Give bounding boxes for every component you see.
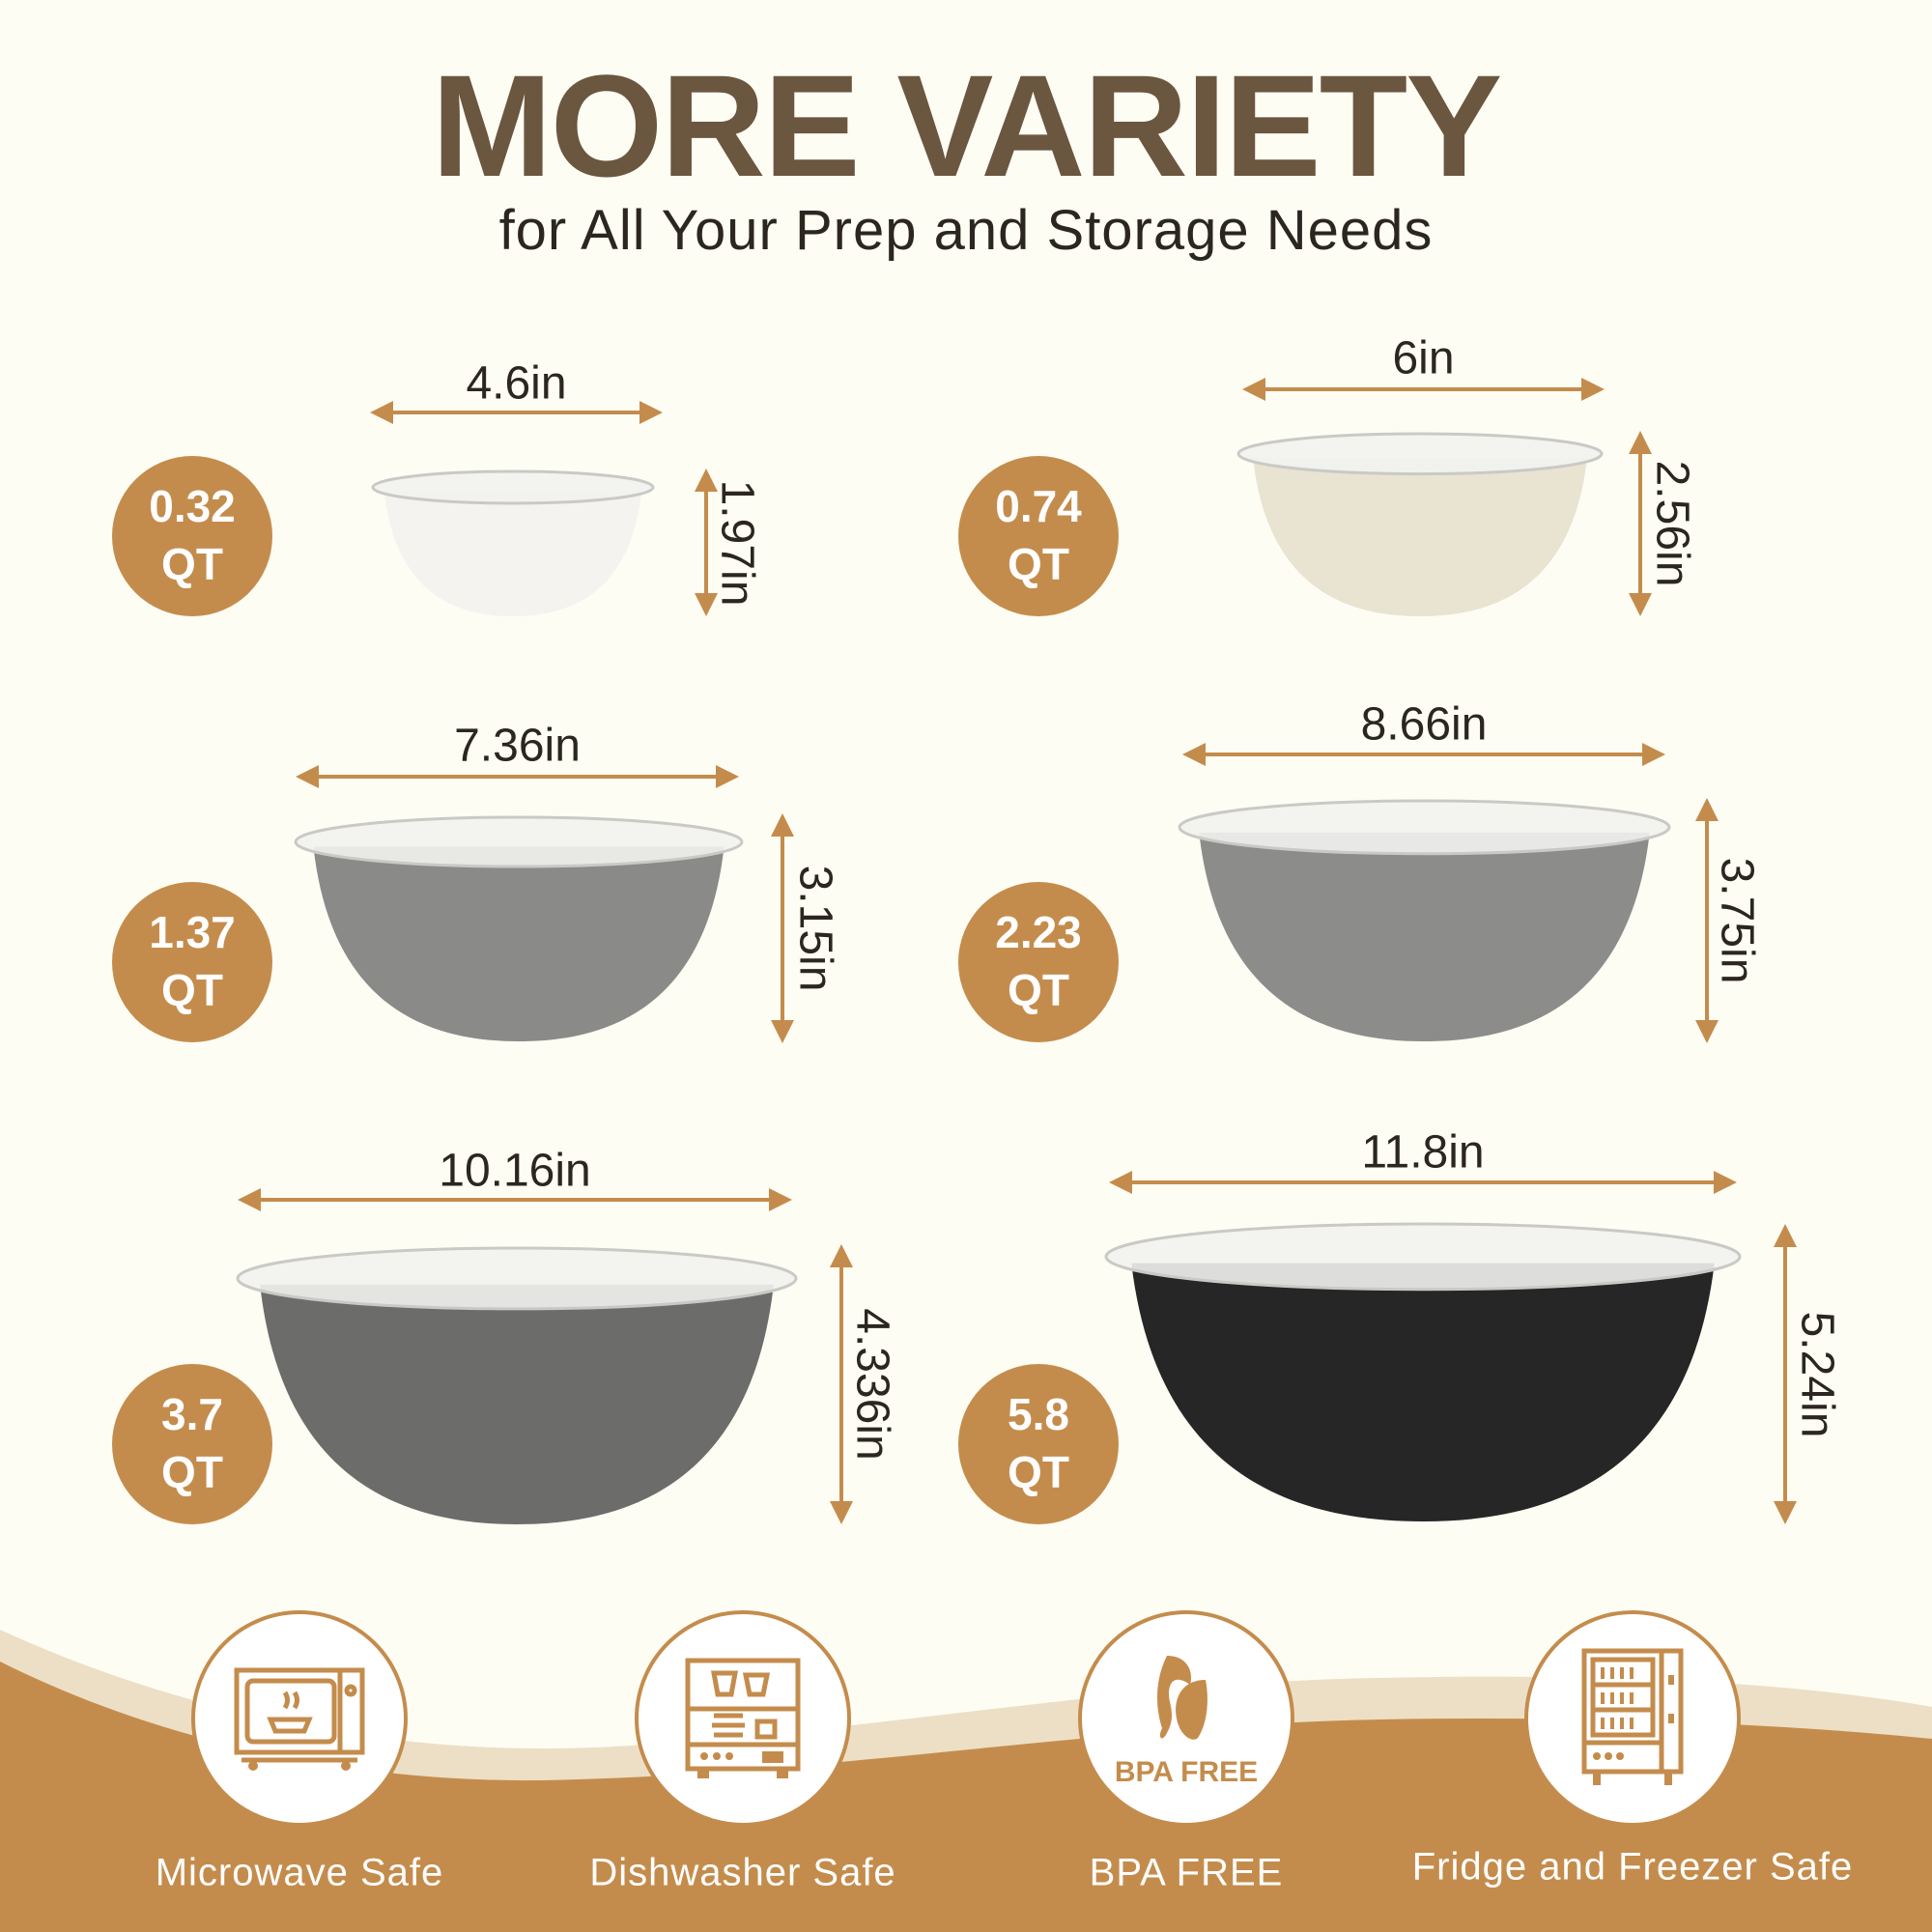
- bowl-lid: [1236, 432, 1604, 476]
- feature-label-fridge-freezer: Fridge and Freezer Safe: [1411, 1845, 1854, 1889]
- feature-label-bpa-free: BPA FREE: [1089, 1851, 1284, 1894]
- width-label: 6in: [1392, 332, 1455, 384]
- capacity-badge: 5.8 QT: [958, 1364, 1119, 1524]
- height-label: 2.56in: [1646, 460, 1698, 587]
- bpa-free-icon-text: BPA FREE: [1115, 1756, 1258, 1788]
- dishwasher-safe-badge: [635, 1610, 851, 1827]
- dishwasher-icon: [685, 1658, 801, 1778]
- capacity-badge: 2.23 QT: [958, 882, 1119, 1042]
- bowl-2: [294, 815, 744, 1041]
- bowl-1: [1236, 432, 1604, 616]
- capacity-value: 1.37: [149, 907, 236, 958]
- bowl-body: [1199, 832, 1650, 1041]
- bowl-5: [1104, 1222, 1742, 1521]
- bowl-4: [236, 1246, 798, 1524]
- capacity-badge: 0.74 QT: [958, 456, 1119, 616]
- bpa-free-leaf-icon: BPA FREE: [1115, 1656, 1258, 1788]
- bpa-free-badge: BPA FREE: [1078, 1610, 1294, 1827]
- bowl-body: [1131, 1263, 1715, 1521]
- bowl-0: [371, 469, 655, 616]
- capacity-badge: 3.7 QT: [112, 1364, 272, 1524]
- bowl-3: [1178, 799, 1671, 1041]
- height-label: 3.15in: [789, 865, 841, 992]
- width-label: 10.16in: [439, 1145, 591, 1197]
- bowl-body: [1253, 457, 1587, 616]
- capacity-unit: QT: [161, 539, 223, 589]
- feature-label-dishwasher: Dishwasher Safe: [589, 1851, 896, 1894]
- capacity-unit: QT: [161, 965, 223, 1015]
- width-label: 8.66in: [1360, 698, 1488, 751]
- width-label: 4.6in: [466, 357, 567, 410]
- capacity-value: 5.8: [1008, 1389, 1069, 1440]
- page-title: MORE VARIETY: [431, 44, 1503, 207]
- capacity-badge: 0.32 QT: [112, 456, 272, 616]
- height-label: 5.24in: [1791, 1311, 1843, 1437]
- capacity-unit: QT: [1008, 539, 1069, 589]
- bowl-lid: [1104, 1222, 1742, 1292]
- capacity-value: 2.23: [995, 907, 1082, 958]
- bowl-lid: [294, 815, 744, 868]
- capacity-unit: QT: [1008, 1447, 1069, 1497]
- page-subtitle: for All Your Prep and Storage Needs: [498, 199, 1434, 262]
- height-label: 4.336in: [846, 1308, 898, 1461]
- bowl-lid: [1178, 799, 1671, 856]
- capacity-badge: 1.37 QT: [112, 882, 272, 1042]
- capacity-value: 0.32: [149, 481, 236, 532]
- wave-brown: [0, 1662, 1932, 1932]
- capacity-value: 0.74: [995, 481, 1082, 532]
- fridge-freezer-safe-badge: [1524, 1610, 1741, 1827]
- capacity-unit: QT: [1008, 965, 1069, 1015]
- capacity-value: 3.7: [161, 1389, 223, 1440]
- bowl-lid: [371, 469, 655, 505]
- width-label: 11.8in: [1361, 1126, 1485, 1179]
- bowl-body: [260, 1284, 774, 1524]
- capacity-unit: QT: [161, 1447, 223, 1497]
- bowl-body: [384, 490, 642, 616]
- width-label: 7.36in: [454, 720, 581, 772]
- feature-label-microwave: Microwave Safe: [155, 1851, 444, 1894]
- height-label: 3.75in: [1711, 857, 1763, 984]
- bowl-body: [313, 846, 724, 1041]
- microwave-safe-badge: [191, 1610, 408, 1827]
- bowl-lid: [236, 1246, 798, 1311]
- microwave-icon: [234, 1667, 365, 1771]
- fridge-icon: [1581, 1648, 1684, 1785]
- height-label: 1.97in: [711, 479, 763, 606]
